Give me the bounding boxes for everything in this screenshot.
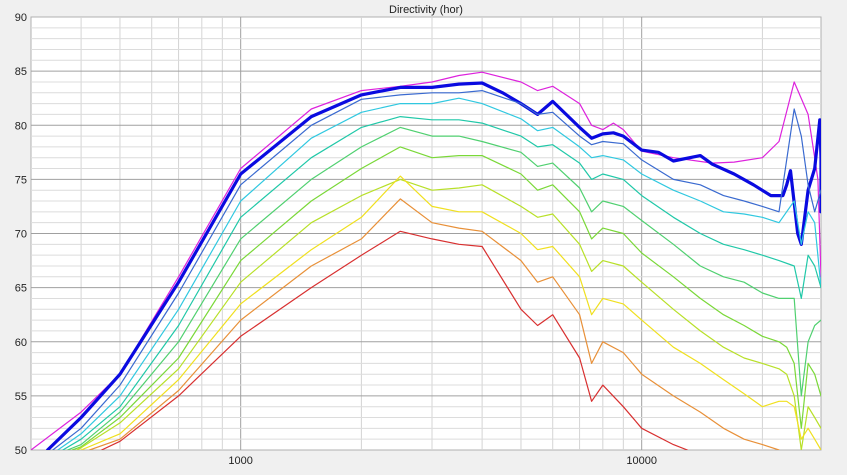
series-line-1 <box>45 81 821 450</box>
series-line-9 <box>88 198 780 450</box>
series-line-5 <box>66 126 821 450</box>
grid-layer <box>31 17 821 450</box>
series-line-4 <box>62 115 821 450</box>
y-tick-label: 70 <box>15 229 27 241</box>
series-line-2 <box>52 89 821 450</box>
y-tick-label: 85 <box>15 66 27 78</box>
y-tick-label: 90 <box>15 12 27 24</box>
series-line-3 <box>57 97 821 450</box>
y-tick-label: 80 <box>15 120 27 132</box>
series-line-6 <box>71 146 821 450</box>
y-tick-label: 55 <box>15 391 27 403</box>
series-line-7 <box>76 178 821 450</box>
y-tick-label: 60 <box>15 337 27 349</box>
series-line-10 <box>100 230 689 450</box>
tick-layer: 50 55 60 65 70 75 80 85 90 1000 10000 <box>15 12 657 467</box>
y-tick-label: 50 <box>15 445 27 457</box>
series-layer <box>31 71 821 450</box>
chart-title: Directivity (hor) <box>389 4 463 16</box>
x-tick-label: 10000 <box>626 455 657 467</box>
y-tick-label: 65 <box>15 283 27 295</box>
y-tick-label: 75 <box>15 174 27 186</box>
x-tick-label: 1000 <box>228 455 252 467</box>
series-line-0 <box>31 71 821 450</box>
series-line-8 <box>80 175 821 450</box>
